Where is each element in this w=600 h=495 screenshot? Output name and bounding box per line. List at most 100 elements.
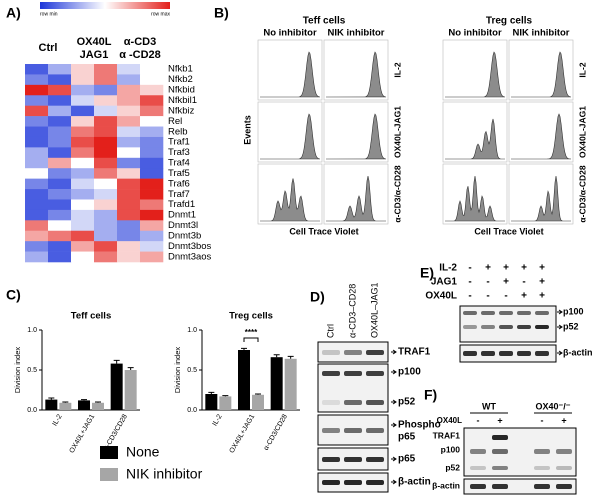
error-bar — [81, 399, 87, 401]
heatmap-cell — [140, 74, 164, 86]
bar — [78, 400, 90, 410]
band-label: β-actin — [563, 347, 593, 357]
panel-label: F) — [424, 387, 437, 403]
heatmap-cell — [25, 168, 49, 179]
row-label: IL-2 — [577, 62, 587, 77]
bar — [252, 394, 264, 410]
band-arrow — [557, 350, 563, 356]
x-tick-label: IL-2 — [212, 413, 224, 427]
band-arrow — [391, 479, 397, 485]
band-arrow — [391, 369, 397, 375]
heatmap-cell — [140, 95, 164, 106]
heatmap-cell — [25, 220, 49, 232]
heatmap-cell — [117, 178, 141, 190]
row-label: Traf1 — [168, 137, 190, 148]
heatmap-cell — [94, 157, 118, 169]
heatmap-cell — [94, 178, 118, 190]
heatmap-cell — [25, 126, 49, 138]
histogram — [325, 51, 387, 98]
heatmap-cell — [140, 147, 164, 159]
x-tick-label: α-CD3/CD28 — [263, 413, 289, 451]
heatmap-cell — [71, 178, 95, 190]
condition-sign: - — [468, 263, 471, 274]
histogram-frame — [442, 163, 508, 225]
blot-band — [366, 428, 384, 433]
blot-band — [556, 466, 572, 470]
histogram-frame — [508, 163, 574, 225]
heatmap-cell — [94, 230, 118, 242]
heatmap-cell — [94, 251, 118, 263]
x-axis-label: Cell Trace Violet — [289, 226, 358, 236]
heatmap-cell — [117, 95, 141, 106]
heatmap-cell — [48, 147, 72, 159]
column-header: No inhibitor — [448, 28, 502, 39]
blot-band — [322, 350, 340, 355]
condition-sign: + — [539, 291, 545, 302]
band-arrow — [391, 422, 397, 428]
histogram — [445, 118, 505, 160]
band-label: p100 — [441, 444, 461, 454]
group-label: OX40⁻/⁻ — [535, 401, 570, 411]
blot-band — [517, 325, 531, 329]
blot-band — [322, 457, 340, 462]
heatmap-cell — [94, 147, 118, 159]
x-tick-label: OX40L+JAG1 — [229, 413, 257, 454]
panel-label: C) — [6, 287, 21, 303]
blot-band — [463, 311, 477, 315]
heatmap-cell — [48, 241, 72, 252]
blot-band — [534, 484, 550, 489]
error-bar — [208, 391, 215, 394]
condition-sign: + — [497, 415, 502, 425]
condition-sign: + — [539, 263, 545, 274]
heatmap-cell — [117, 116, 141, 127]
heatmap-cell — [71, 157, 95, 169]
heatmap-cell — [48, 157, 72, 169]
row-label: Traf5 — [168, 168, 190, 179]
error-bar — [113, 359, 120, 364]
condition-sign: + — [503, 263, 509, 274]
y-tick-label: 0.5 — [27, 367, 37, 374]
heatmap-cell — [25, 178, 49, 190]
condition-label: OX40L — [437, 416, 462, 425]
heatmap-cell — [140, 157, 164, 169]
histogram-frame — [508, 101, 574, 163]
bar — [238, 350, 250, 410]
heatmap-cell — [48, 74, 72, 86]
blot-band — [481, 351, 495, 356]
bar — [284, 358, 297, 410]
row-label: Relb — [168, 126, 188, 137]
row-label: OX40L-JAG1 — [392, 106, 402, 158]
error-bar — [95, 401, 101, 403]
error-bar — [241, 347, 247, 350]
blot-band — [517, 351, 531, 356]
heatmap-cell — [117, 251, 141, 263]
band-label: p52 — [445, 462, 460, 472]
heatmap-cell — [94, 220, 118, 232]
bar — [219, 396, 232, 410]
heatmap-cell — [140, 168, 164, 179]
row-label: Traf7 — [168, 189, 190, 200]
bar — [59, 402, 72, 410]
column-header: α-CD3 — [124, 36, 156, 48]
histogram — [259, 51, 321, 98]
band-label: p100 — [398, 367, 421, 378]
band-arrow — [557, 324, 563, 330]
error-bar — [287, 355, 294, 359]
histogram-frame — [442, 101, 508, 163]
histogram — [511, 113, 572, 160]
y-axis-label: Division index — [13, 347, 22, 394]
panel-label: E) — [420, 265, 434, 281]
histogram-frame — [323, 163, 389, 225]
band-label: Phospho — [398, 420, 441, 431]
heatmap-cell — [140, 84, 164, 96]
heatmap-cell — [94, 105, 118, 117]
heatmap-cell — [117, 220, 141, 232]
heatmap-cell — [71, 251, 95, 263]
heatmap-cell — [25, 74, 49, 86]
blot-band — [366, 400, 384, 405]
row-label: Dnmt3aos — [168, 251, 212, 262]
heatmap-cell — [140, 105, 164, 117]
heatmap-cell — [71, 95, 95, 106]
histogram-frame — [257, 39, 323, 101]
heatmap-cell — [117, 241, 141, 252]
